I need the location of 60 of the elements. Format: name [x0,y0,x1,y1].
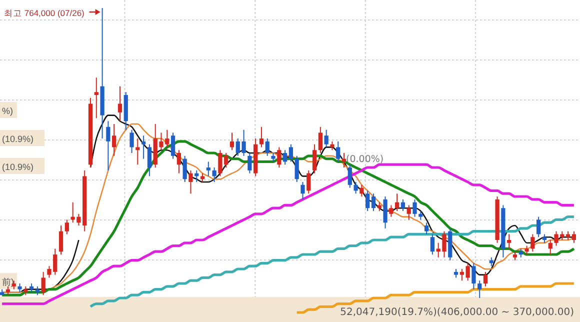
candlestick [507,234,512,250]
candlestick [147,144,152,177]
candlestick [312,144,317,174]
candlestick [282,150,288,166]
candlestick [170,132,176,160]
candlestick [430,234,435,255]
candlestick [536,216,541,238]
candlestick [206,161,210,177]
candlestick [112,124,116,156]
candlestick [94,77,98,119]
candlestick [41,271,46,296]
candlestick [348,164,352,188]
annotation: %) [2,106,13,116]
candlestick [118,86,122,122]
candlestick [230,132,234,151]
candlestick [265,138,270,156]
text: 52,047,190(19.7%)(406,000.00 ~ 370,000.00) [340,307,574,318]
annotation: (10.9%) [2,162,34,172]
candlestick [306,170,311,194]
candlestick [64,219,69,235]
candlestick [389,204,394,218]
candlestick [130,129,134,154]
candlestick [294,155,299,182]
candlestick [248,152,252,174]
candlestick [136,138,140,166]
annotation: (10.9%) [2,134,34,144]
candlestick [424,222,429,235]
candlestick [360,184,364,197]
candlestick [472,262,476,290]
candlestick [324,129,328,148]
candlestick [412,198,417,218]
candlestick [318,126,322,154]
candlestick [383,196,388,229]
candlestick [406,204,411,220]
candlestick [141,135,146,160]
candlestick [366,190,370,212]
candlestick [259,126,264,148]
candlestick [288,144,294,162]
candlestick [58,225,64,255]
candlestick [277,146,282,168]
candlestick [400,198,406,212]
candlestick [466,262,470,282]
candlestick [371,193,376,212]
candlestick [176,150,181,174]
candlestick [182,155,187,182]
candlestick [188,170,193,194]
candlestick [483,271,488,287]
candlestick [336,140,340,162]
candlestick [354,182,358,194]
candlestick [530,234,535,252]
candlestick [548,240,552,255]
candlestick [395,193,400,212]
annotation: (0.00%) [346,154,384,165]
candlestick [460,268,464,282]
candlestick [572,230,576,244]
annotation: 최고 764,000 (07/26) [4,8,85,18]
candlestick [478,280,482,298]
candlestick [106,120,110,171]
candlestick [300,182,305,200]
candlestick [212,167,216,182]
